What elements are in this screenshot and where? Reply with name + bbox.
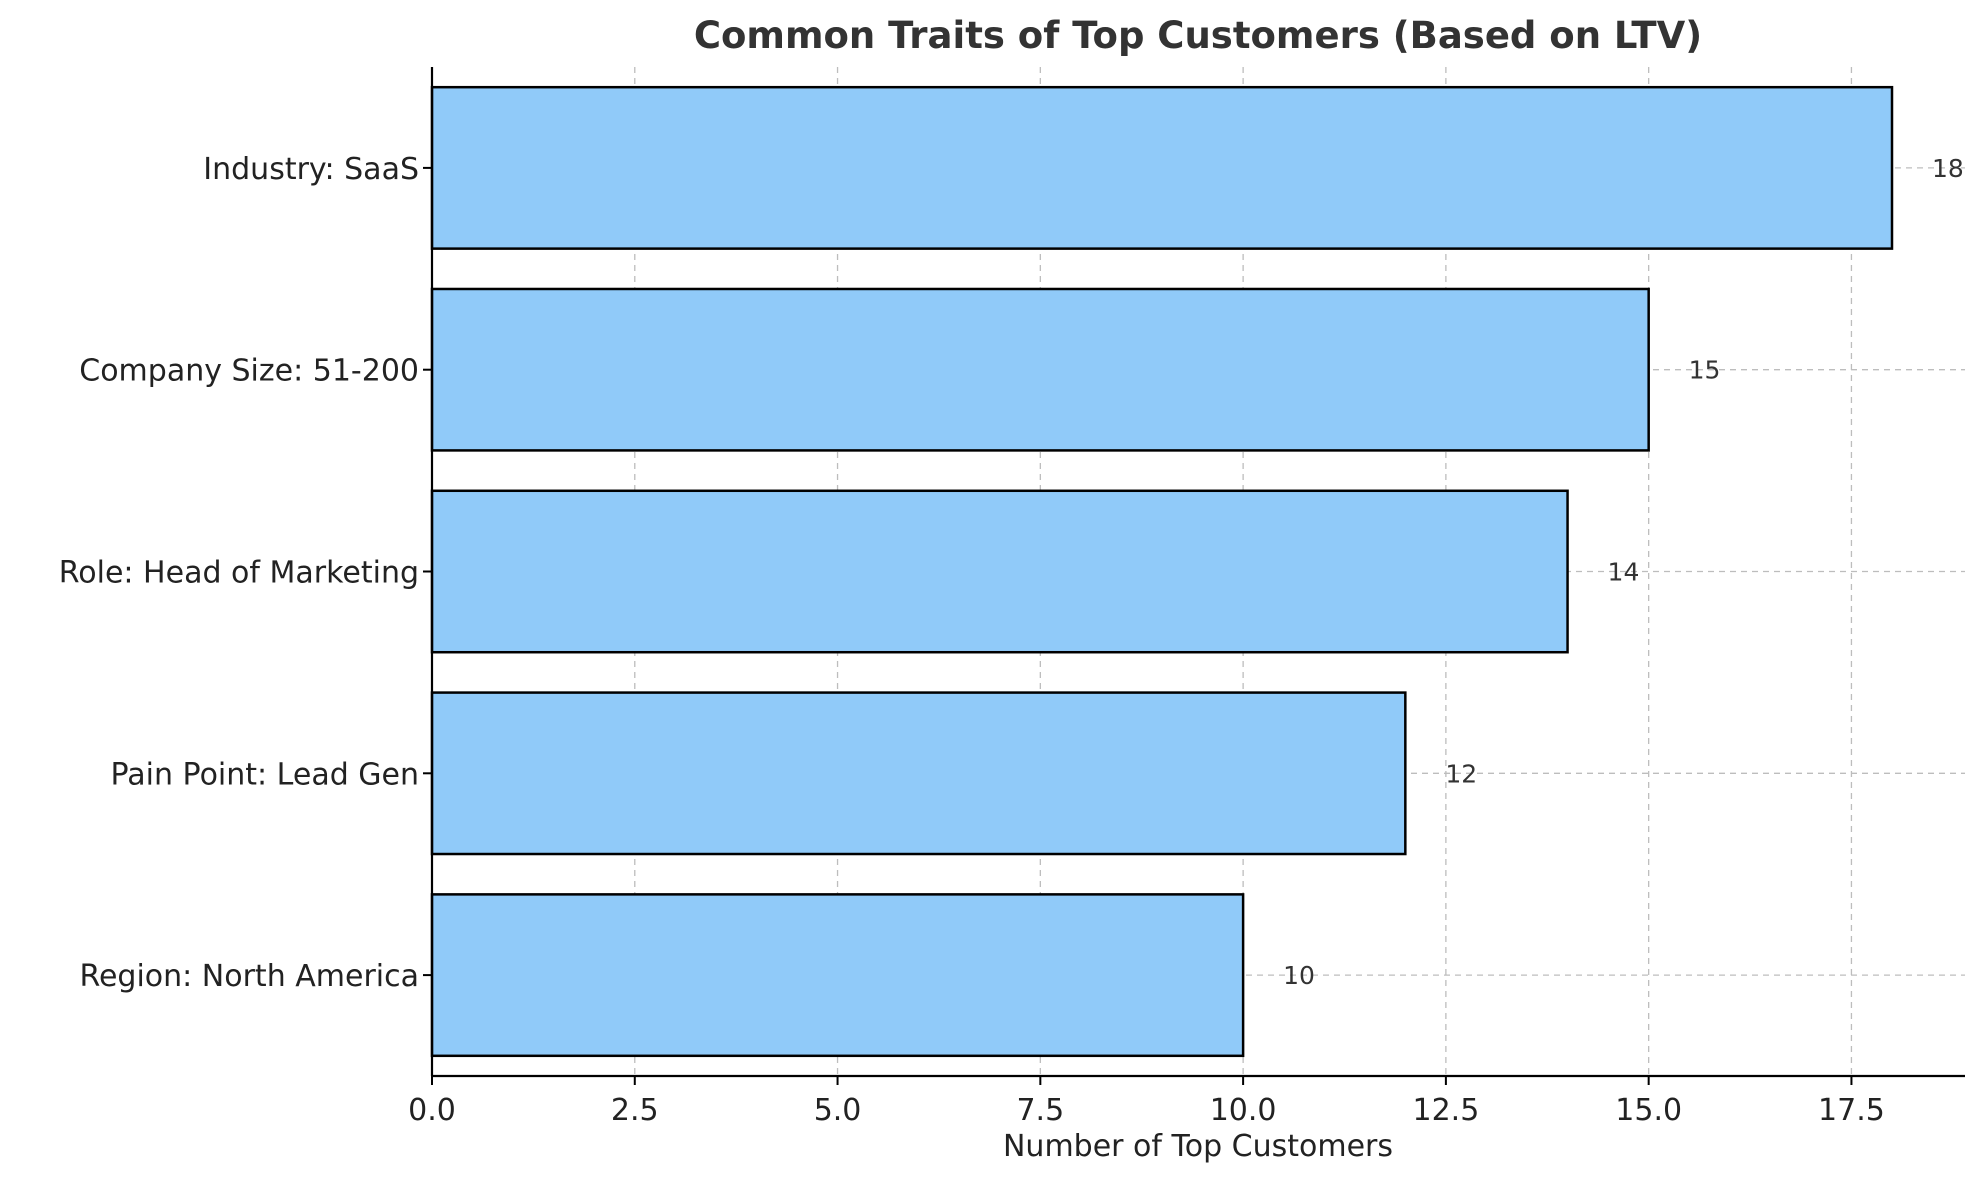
- value-label: 18: [1932, 154, 1964, 183]
- category-label: Region: North America: [79, 959, 419, 994]
- category-label: Role: Head of Marketing: [59, 556, 419, 591]
- x-tick-label: 2.5: [611, 1093, 659, 1128]
- category-label: Industry: SaaS: [203, 152, 419, 187]
- value-labels: 18 15 14 12 10: [1283, 154, 1964, 990]
- x-tick-label: 17.5: [1818, 1093, 1885, 1128]
- category-labels: Industry: SaaS Company Size: 51-200 Role: …: [59, 152, 419, 994]
- x-ticks: 0.0 2.5 5.0 7.5 10.0 12.5 15.0 17.5: [408, 166, 1885, 1128]
- x-tick-label: 12.5: [1412, 1093, 1479, 1128]
- x-axis-label: Number of Top Customers: [1003, 1129, 1393, 1164]
- value-label: 10: [1283, 961, 1315, 990]
- value-label: 14: [1608, 558, 1640, 587]
- category-label: Pain Point: Lead Gen: [111, 757, 419, 792]
- x-tick-label: 7.5: [1016, 1093, 1064, 1128]
- bars: [430, 85, 1894, 1058]
- category-label: Company Size: 51-200: [79, 354, 419, 389]
- bar: [430, 85, 1894, 250]
- x-tick-label: 0.0: [408, 1093, 456, 1128]
- bar: [430, 691, 1407, 856]
- bar: [430, 893, 1245, 1058]
- x-tick-label: 10.0: [1210, 1093, 1277, 1128]
- bar: [430, 287, 1650, 452]
- value-label: 15: [1689, 356, 1721, 385]
- value-label: 12: [1445, 759, 1477, 788]
- x-tick-label: 15.0: [1615, 1093, 1682, 1128]
- bar: [430, 489, 1569, 654]
- chart-title: Common Traits of Top Customers (Based on…: [694, 14, 1702, 57]
- x-tick-label: 5.0: [814, 1093, 862, 1128]
